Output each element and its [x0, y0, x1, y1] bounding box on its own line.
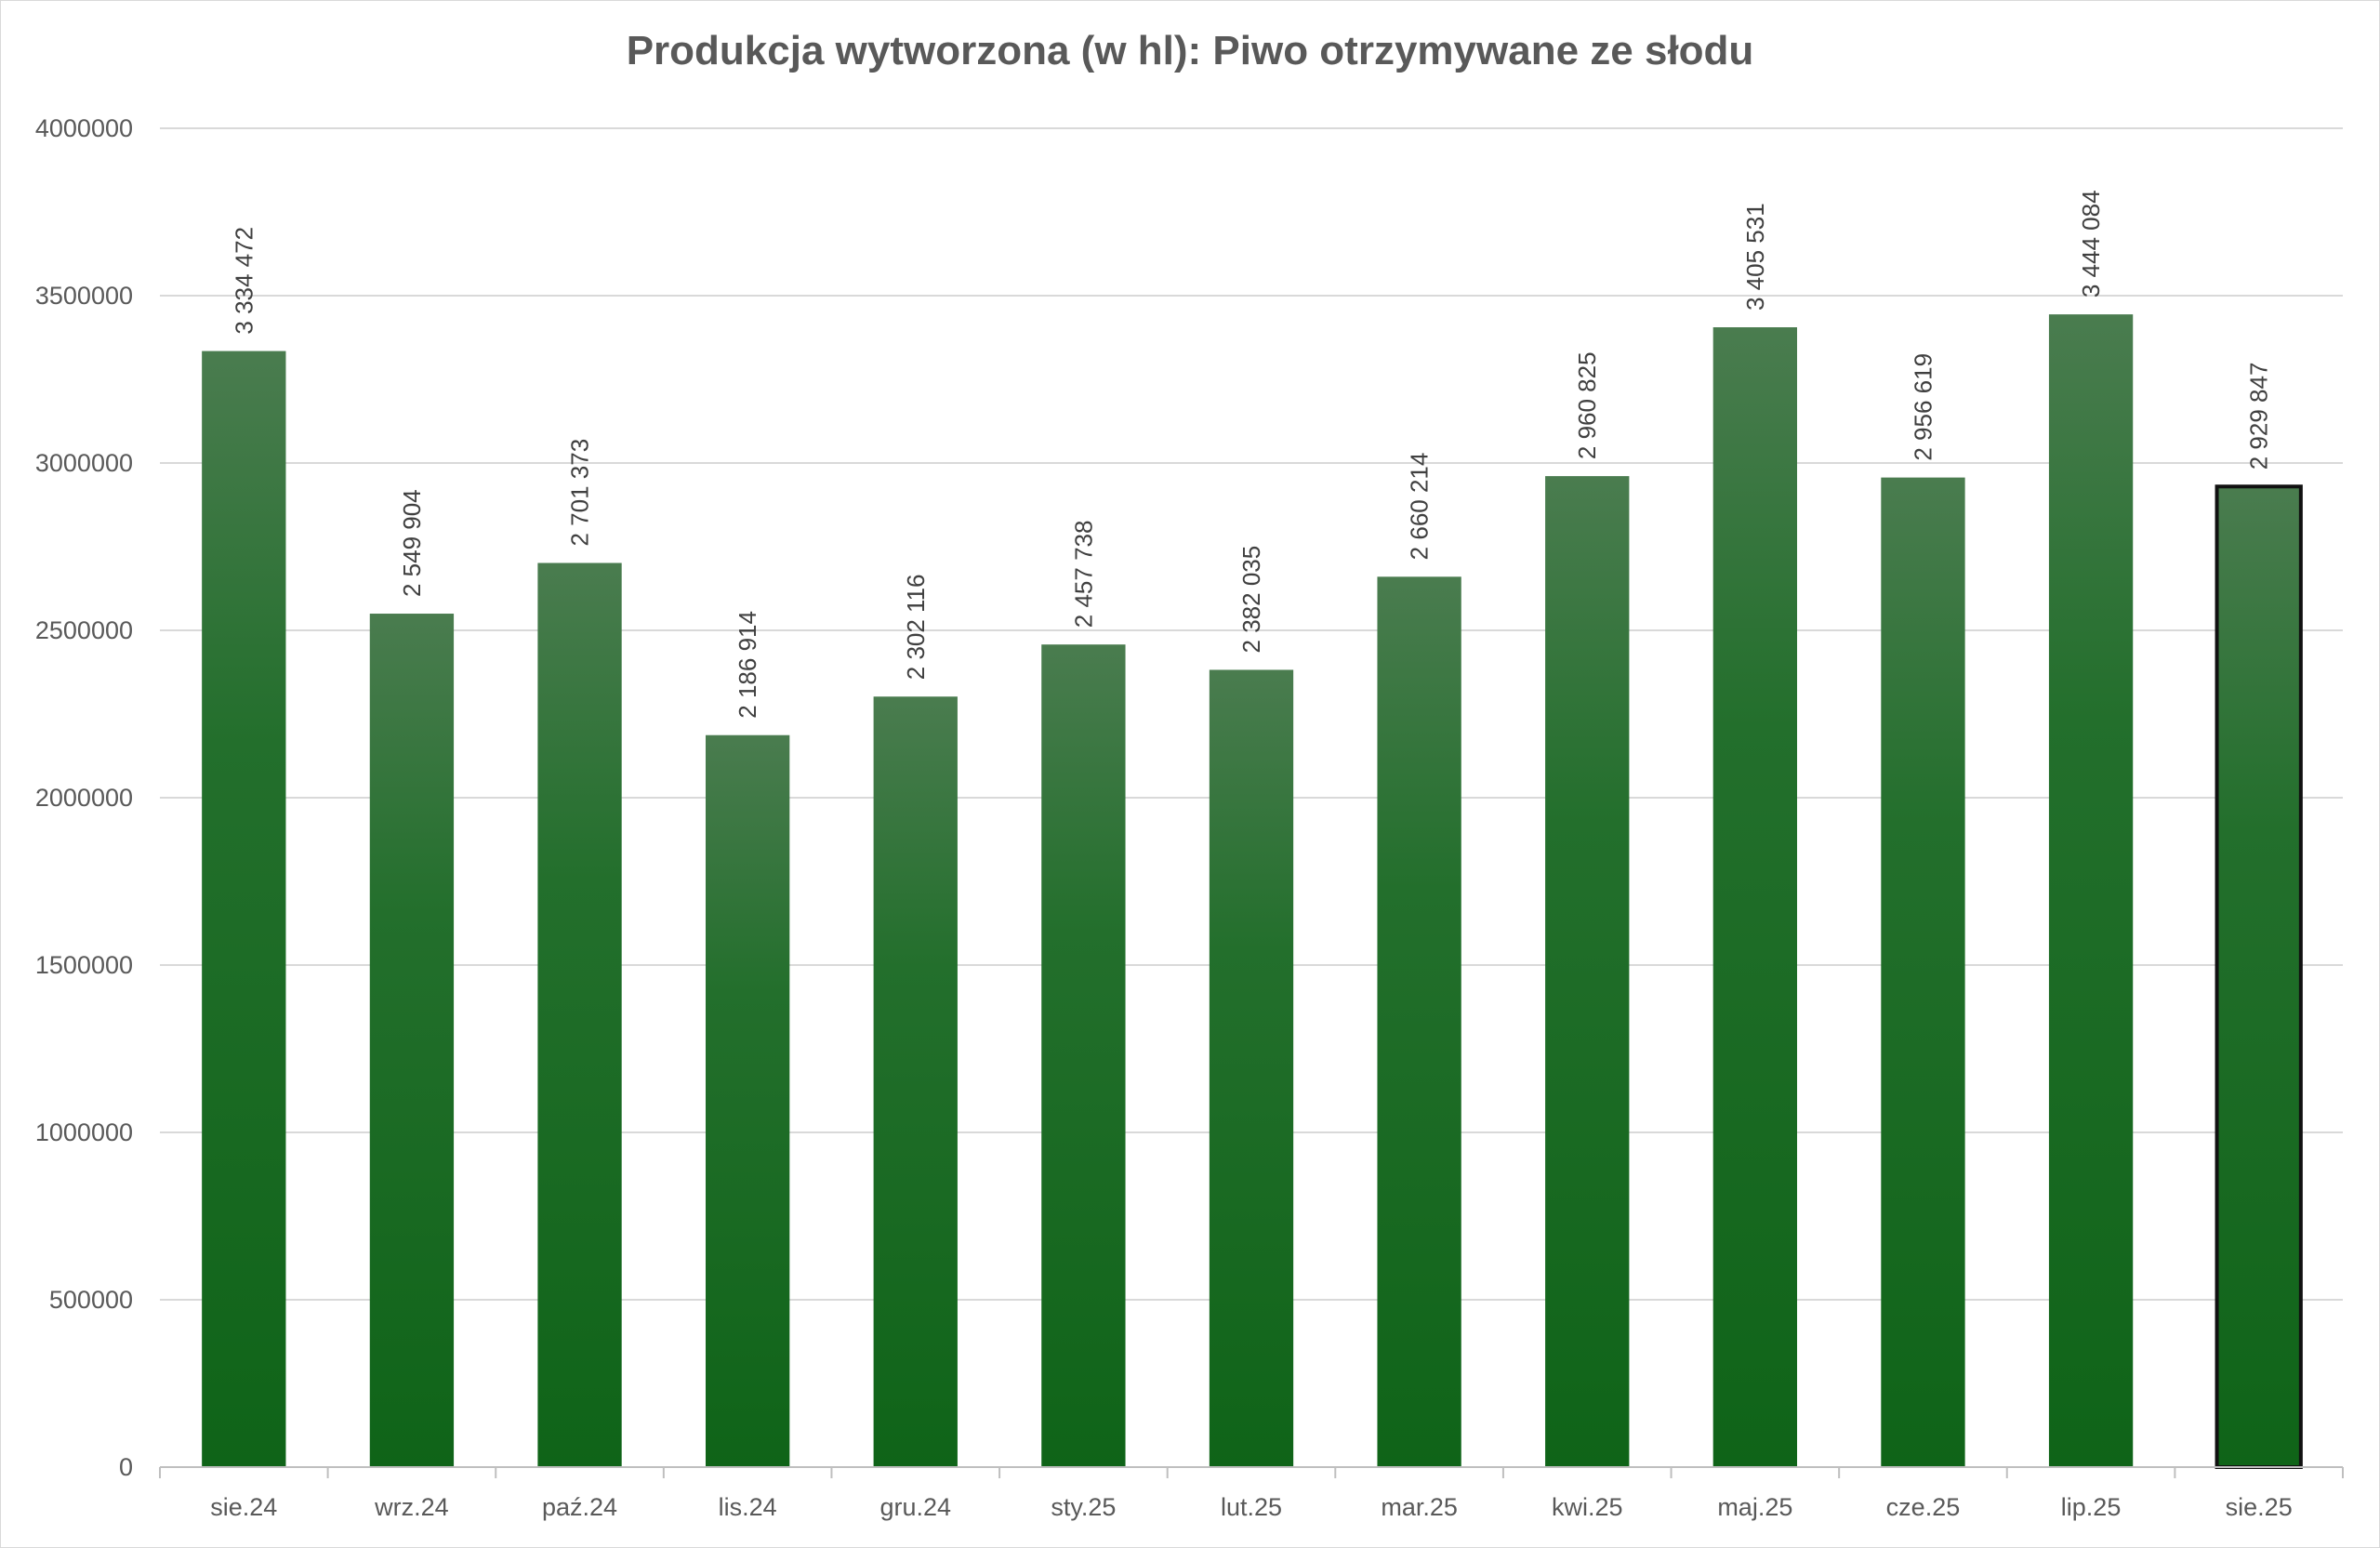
- x-tick-label: sie.24: [210, 1493, 277, 1521]
- y-tick-label: 0: [119, 1453, 133, 1481]
- x-axis-tick-labels: sie.24 wrz.24 paź.24 lis.24 gru.24 sty.25 lut.…: [210, 1493, 2292, 1521]
- x-tick-label: cze.25: [1886, 1493, 1961, 1521]
- x-tick-label: wrz.24: [374, 1493, 449, 1521]
- data-label: 2 549 904: [398, 489, 426, 597]
- y-tick-label: 500000: [49, 1286, 133, 1314]
- bar-paź.24: [537, 562, 622, 1467]
- y-tick-label: 3500000: [35, 282, 133, 310]
- bar-sie.24: [202, 351, 286, 1467]
- bar-kwi.25: [1545, 476, 1630, 1467]
- chart-title: Produkcja wytworzona (w hl): Piwo otrzym…: [626, 28, 1754, 73]
- data-label: 2 186 914: [734, 611, 761, 719]
- x-axis: [159, 1466, 2344, 1478]
- y-tick-label: 3000000: [35, 449, 133, 477]
- y-tick-label: 4000000: [35, 114, 133, 142]
- x-tick-label: mar.25: [1381, 1493, 1458, 1521]
- data-label: 2 929 847: [2245, 363, 2273, 470]
- x-tick-label: paź.24: [542, 1493, 617, 1521]
- bar-maj.25: [1712, 327, 1797, 1468]
- data-label: 2 382 035: [1237, 546, 1265, 654]
- data-label: 2 457 738: [1069, 521, 1097, 628]
- bar-cze.25: [1881, 477, 1965, 1467]
- bar-sty.25: [1041, 644, 1126, 1467]
- data-label: 3 444 084: [2077, 190, 2105, 298]
- bar-lis.24: [706, 734, 790, 1467]
- data-labels: 3 334 472 2 549 904 2 701 373 2 186 914 2 30…: [230, 190, 2272, 718]
- bar-gru.24: [873, 696, 958, 1467]
- y-tick-label: 2500000: [35, 616, 133, 644]
- y-tick-label: 1000000: [35, 1118, 133, 1146]
- y-tick-label: 2000000: [35, 784, 133, 812]
- data-label: 3 334 472: [230, 227, 258, 335]
- bar-sie.25: [2215, 484, 2303, 1469]
- data-label: 2 956 619: [1909, 353, 1937, 461]
- bar-lut.25: [1209, 669, 1294, 1467]
- data-label: 2 302 116: [902, 574, 930, 680]
- y-axis-tick-labels: 0 500000 1000000 1500000 2000000 2500000 30000…: [35, 114, 133, 1481]
- x-tick-label: sty.25: [1051, 1493, 1116, 1521]
- data-label: 2 660 214: [1406, 453, 1434, 561]
- data-label: 2 960 825: [1573, 351, 1601, 459]
- x-tick-label: lip.25: [2061, 1493, 2122, 1521]
- data-label: 2 701 373: [566, 439, 594, 547]
- x-tick-label: gru.24: [879, 1493, 951, 1521]
- bar-lip.25: [2048, 314, 2134, 1467]
- y-tick-label: 1500000: [35, 951, 133, 979]
- bar-mar.25: [1377, 576, 1461, 1467]
- x-tick-label: lis.24: [719, 1493, 777, 1521]
- x-tick-label: kwi.25: [1552, 1493, 1623, 1521]
- x-tick-label: sie.25: [2226, 1493, 2293, 1521]
- x-tick-label: maj.25: [1717, 1493, 1792, 1521]
- bars: [202, 314, 2303, 1469]
- bar-wrz.24: [369, 614, 455, 1467]
- x-tick-label: lut.25: [1221, 1493, 1282, 1521]
- data-label: 3 405 531: [1741, 203, 1769, 311]
